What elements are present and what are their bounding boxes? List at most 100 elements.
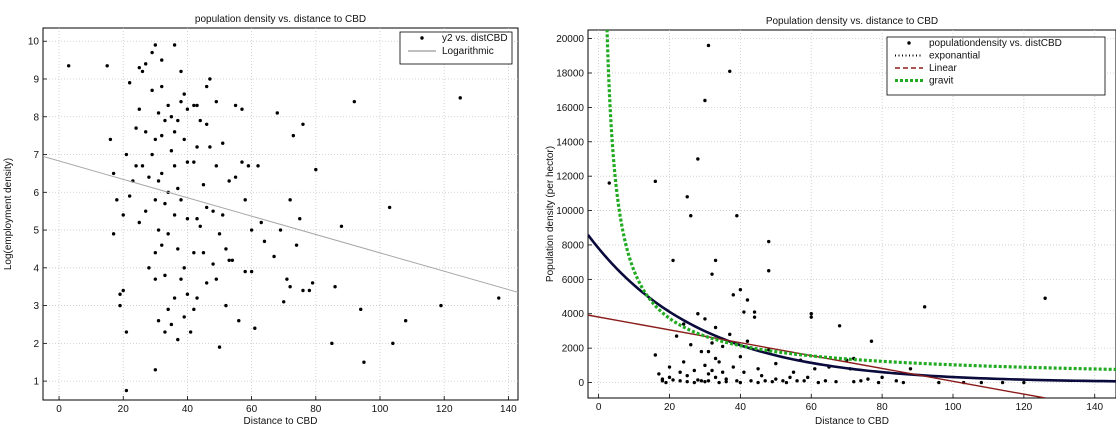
data-point <box>124 330 129 334</box>
data-point <box>352 99 357 104</box>
data-point <box>204 205 209 210</box>
y-tick-label: 9 <box>33 74 39 85</box>
data-point <box>310 281 315 285</box>
data-point <box>118 292 122 296</box>
data-point <box>674 334 679 338</box>
data-point <box>788 375 792 380</box>
chart-title: Population density vs. distance to CBD <box>766 16 938 27</box>
data-point <box>724 379 728 384</box>
data-point <box>806 375 810 380</box>
data-point <box>169 149 174 153</box>
y-tick-label: 1 <box>33 377 39 388</box>
data-point <box>1000 380 1005 385</box>
data-point <box>111 232 116 236</box>
data-point <box>717 380 721 385</box>
data-point <box>735 214 739 218</box>
data-point <box>243 198 247 202</box>
data-point <box>752 310 757 314</box>
data-point <box>169 322 174 327</box>
data-point <box>880 375 884 380</box>
data-point <box>185 160 190 164</box>
data-point <box>150 88 154 93</box>
data-point <box>214 99 219 104</box>
data-point <box>713 258 718 263</box>
data-point <box>710 368 714 373</box>
data-point <box>767 239 771 244</box>
data-point <box>204 84 209 89</box>
data-point <box>166 103 170 108</box>
data-point <box>160 84 164 89</box>
data-point <box>667 375 672 380</box>
data-point <box>288 198 292 202</box>
data-point <box>294 243 299 247</box>
data-point <box>201 183 206 187</box>
data-point <box>195 217 199 221</box>
chart-title: population density vs. distance to CBD <box>195 14 366 25</box>
data-point <box>301 288 305 293</box>
data-point <box>689 342 693 347</box>
data-point <box>272 254 276 259</box>
data-point <box>458 96 462 100</box>
x-tick-label: 140 <box>500 404 517 415</box>
x-tick-label: 0 <box>56 404 62 415</box>
data-point <box>282 300 286 304</box>
data-point <box>288 285 292 289</box>
data-point <box>166 307 170 312</box>
data-point <box>706 43 711 48</box>
data-point <box>703 379 707 384</box>
x-axis-label: Distance to CBD <box>244 416 318 427</box>
data-point <box>163 273 167 278</box>
data-point <box>681 360 686 364</box>
y-tick-label: 4000 <box>562 309 585 320</box>
data-point <box>301 122 305 127</box>
data-point <box>150 152 154 157</box>
data-point <box>660 379 665 383</box>
legend-marker <box>907 41 911 45</box>
data-point <box>657 372 661 376</box>
data-point <box>198 118 202 123</box>
data-point <box>124 152 129 157</box>
legend: populationdensity vs. distCBD exponantial… <box>886 36 1106 96</box>
data-point <box>156 228 161 232</box>
y-axis-label: Population density (per hector) <box>545 146 556 282</box>
legend-label: y2 vs. distCBD <box>442 33 508 44</box>
data-point <box>240 107 244 111</box>
data-point <box>922 305 927 309</box>
data-point <box>185 107 190 111</box>
data-point <box>813 367 817 371</box>
data-point <box>179 198 183 202</box>
data-point <box>256 164 260 168</box>
data-point <box>233 175 238 179</box>
data-point <box>706 372 711 376</box>
data-point <box>802 379 806 383</box>
data-point <box>66 64 71 68</box>
data-point <box>176 118 180 123</box>
y-tick-label: 16000 <box>556 103 584 114</box>
data-point <box>182 92 186 96</box>
data-point <box>176 186 180 191</box>
data-point <box>699 379 704 383</box>
data-point <box>259 220 263 225</box>
data-point <box>172 213 177 217</box>
data-point <box>160 133 164 138</box>
y-tick-label: 18000 <box>556 68 584 79</box>
x-tick-label: 100 <box>945 402 962 413</box>
data-point <box>664 380 668 385</box>
legend-box <box>399 31 513 65</box>
data-point <box>111 171 116 176</box>
data-point <box>118 303 122 308</box>
data-point <box>134 126 138 130</box>
data-point <box>1022 380 1026 385</box>
data-point <box>243 269 247 274</box>
data-point <box>908 367 913 371</box>
data-point <box>852 379 856 384</box>
data-point <box>728 69 732 73</box>
y-axis-label: Log(employment density) <box>3 158 14 270</box>
data-point <box>759 373 764 378</box>
data-point <box>246 164 251 168</box>
data-point <box>742 310 746 314</box>
data-point <box>105 64 109 68</box>
plot-data <box>588 30 1116 398</box>
data-point <box>837 324 842 328</box>
data-point <box>166 232 170 236</box>
